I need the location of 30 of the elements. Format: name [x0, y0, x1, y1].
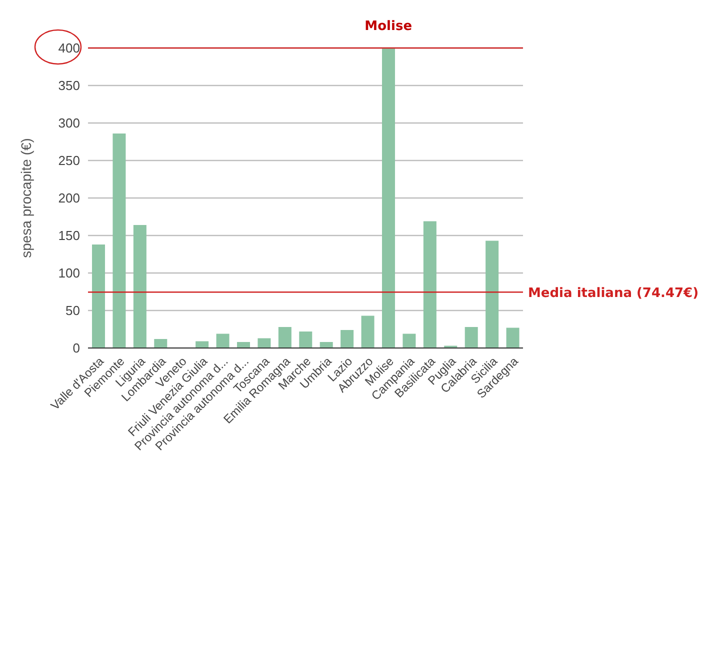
ref-line-label: Media italiana (74.47€) [528, 286, 699, 301]
bar [486, 240, 499, 348]
bar [133, 225, 146, 348]
y-axis-title: spesa procapite (€) [18, 138, 34, 258]
annotation: Molise [364, 19, 412, 34]
bar [464, 327, 478, 348]
bar [340, 330, 354, 348]
y-tick-label: 400 [58, 40, 80, 56]
bar [216, 334, 230, 348]
y-tick-label: 250 [58, 153, 80, 168]
bar [361, 316, 374, 348]
bar [320, 342, 333, 348]
y-tick-label: 50 [66, 303, 80, 318]
y-tick-label: 200 [58, 190, 80, 206]
bar [154, 339, 168, 348]
bar [258, 338, 271, 348]
bar [237, 342, 250, 348]
bar [278, 327, 292, 348]
bar [299, 332, 312, 348]
y-tick-label: 300 [58, 116, 80, 131]
y-tick-label: 150 [58, 228, 80, 244]
y-tick-label: 100 [58, 266, 80, 281]
y-tick-label: 350 [58, 78, 80, 94]
y-tick-label: 0 [72, 340, 80, 356]
bar [382, 48, 395, 348]
bar [423, 221, 436, 348]
bar [402, 334, 416, 348]
bar [506, 328, 520, 348]
bar [92, 244, 105, 348]
bar [112, 134, 126, 348]
